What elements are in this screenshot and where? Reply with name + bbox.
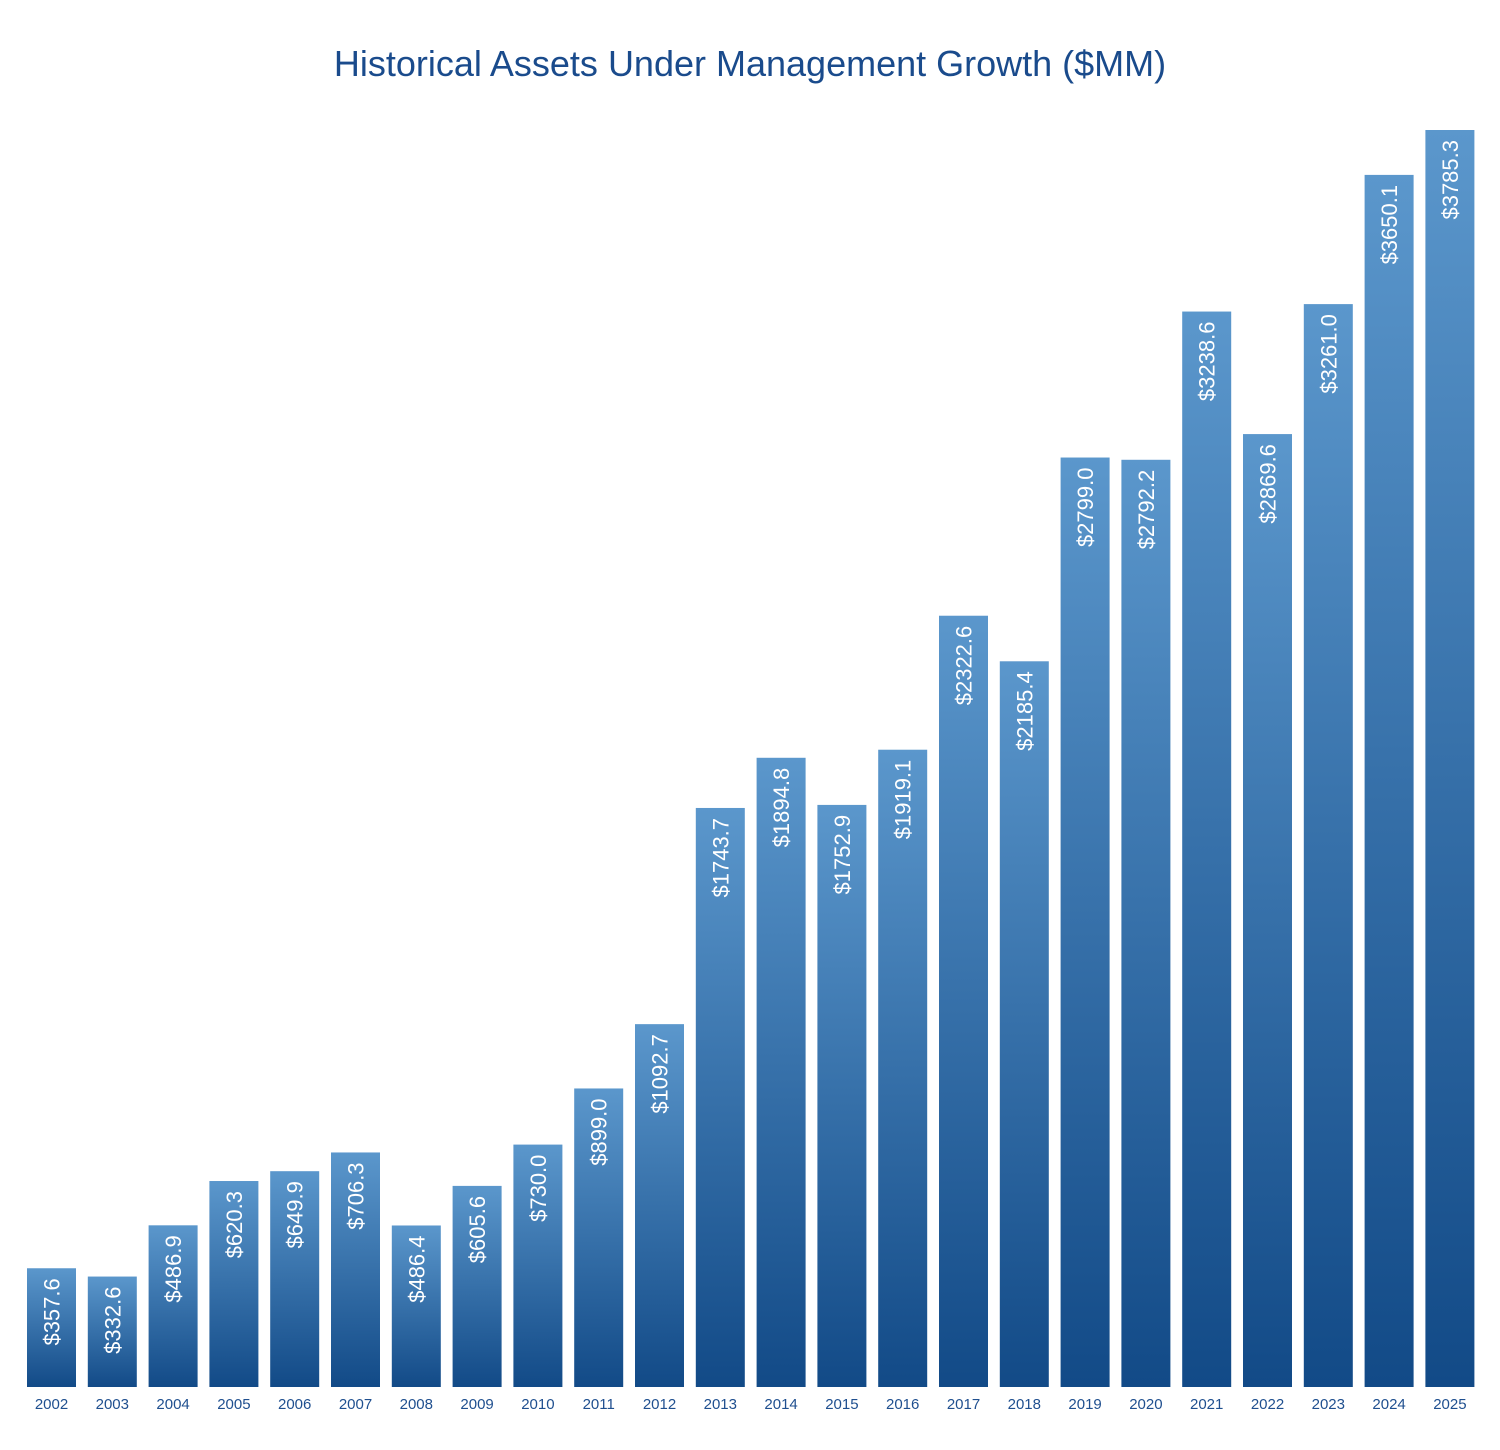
x-tick-label: 2024 xyxy=(1372,1396,1405,1413)
x-tick-label: 2008 xyxy=(400,1396,433,1413)
x-tick-label: 2014 xyxy=(764,1396,797,1413)
value-label-2005: $620.3 xyxy=(222,1191,247,1258)
value-label-2013: $1743.7 xyxy=(708,818,733,898)
chart-title: Historical Assets Under Management Growt… xyxy=(334,43,1166,84)
bar-2007 xyxy=(331,1152,380,1387)
bar-2021 xyxy=(1182,311,1232,1387)
value-label-2008: $486.4 xyxy=(404,1235,429,1302)
x-tick-label: 2019 xyxy=(1068,1396,1101,1413)
x-tick-label: 2005 xyxy=(217,1396,250,1413)
bar-2022 xyxy=(1243,434,1292,1388)
value-label-2017: $2322.6 xyxy=(952,626,977,706)
bar-2004 xyxy=(148,1225,198,1387)
bar-2015 xyxy=(817,804,867,1387)
x-tick-label: 2016 xyxy=(886,1396,919,1413)
value-label-2006: $649.9 xyxy=(283,1181,308,1248)
value-label-2015: $1752.9 xyxy=(830,815,855,895)
bar-2009 xyxy=(452,1185,502,1387)
bar-2011 xyxy=(574,1088,624,1387)
bar-2008 xyxy=(391,1225,441,1387)
x-tick-label: 2025 xyxy=(1433,1396,1466,1413)
bar-2016 xyxy=(878,749,928,1387)
x-tick-label: 2021 xyxy=(1190,1396,1223,1413)
bar-2025 xyxy=(1425,130,1475,1387)
x-tick-label: 2010 xyxy=(521,1396,554,1413)
bar-2020 xyxy=(1121,459,1171,1387)
value-label-2004: $486.9 xyxy=(161,1235,186,1302)
x-tick-label: 2004 xyxy=(156,1396,189,1413)
value-label-2025: $3785.3 xyxy=(1438,140,1463,220)
value-label-2023: $3261.0 xyxy=(1316,314,1341,394)
value-label-2010: $730.0 xyxy=(526,1155,551,1222)
value-label-2016: $1919.1 xyxy=(891,760,916,840)
x-tick-label: 2013 xyxy=(704,1396,737,1413)
value-label-2018: $2185.4 xyxy=(1012,671,1037,751)
bars-group: $357.6 2002 $332.6 2003 $486.9 2004 $620.3 2005… xyxy=(27,130,1475,1413)
x-tick-label: 2009 xyxy=(460,1396,493,1413)
x-tick-label: 2011 xyxy=(583,1396,615,1413)
x-tick-label: 2007 xyxy=(339,1396,372,1413)
x-tick-label: 2023 xyxy=(1312,1396,1345,1413)
value-label-2003: $332.6 xyxy=(100,1287,125,1354)
x-tick-label: 2020 xyxy=(1129,1396,1162,1413)
bar-2023 xyxy=(1303,304,1353,1387)
bar-2017 xyxy=(939,615,988,1387)
value-label-2024: $3650.1 xyxy=(1377,185,1402,265)
bar-2006 xyxy=(270,1171,320,1387)
x-tick-label: 2015 xyxy=(825,1396,858,1413)
value-label-2022: $2869.6 xyxy=(1256,444,1281,524)
bar-2010 xyxy=(513,1144,563,1387)
x-tick-label: 2003 xyxy=(96,1396,129,1413)
value-label-2014: $1894.8 xyxy=(769,768,794,848)
bar-2018 xyxy=(999,661,1049,1387)
bar-2002 xyxy=(27,1268,76,1387)
value-label-2020: $2792.2 xyxy=(1134,470,1159,550)
x-tick-label: 2017 xyxy=(947,1396,980,1413)
bar-2005 xyxy=(209,1181,259,1387)
bar-2014 xyxy=(756,757,806,1387)
bar-2019 xyxy=(1060,457,1110,1387)
value-label-2019: $2799.0 xyxy=(1073,468,1098,548)
value-label-2002: $357.6 xyxy=(40,1278,65,1345)
value-label-2011: $899.0 xyxy=(587,1098,612,1165)
bar-2013 xyxy=(695,807,745,1387)
value-label-2007: $706.3 xyxy=(344,1162,369,1229)
value-label-2012: $1092.7 xyxy=(648,1034,673,1114)
x-tick-label: 2018 xyxy=(1008,1396,1041,1413)
x-tick-label: 2012 xyxy=(643,1396,676,1413)
x-tick-label: 2022 xyxy=(1251,1396,1284,1413)
bar-2003 xyxy=(87,1276,137,1387)
value-label-2021: $3238.6 xyxy=(1195,322,1220,402)
bar-2012 xyxy=(635,1024,684,1387)
value-label-2009: $605.6 xyxy=(465,1196,490,1263)
x-tick-label: 2002 xyxy=(35,1396,68,1413)
bar-2024 xyxy=(1364,174,1414,1388)
x-tick-label: 2006 xyxy=(278,1396,311,1413)
